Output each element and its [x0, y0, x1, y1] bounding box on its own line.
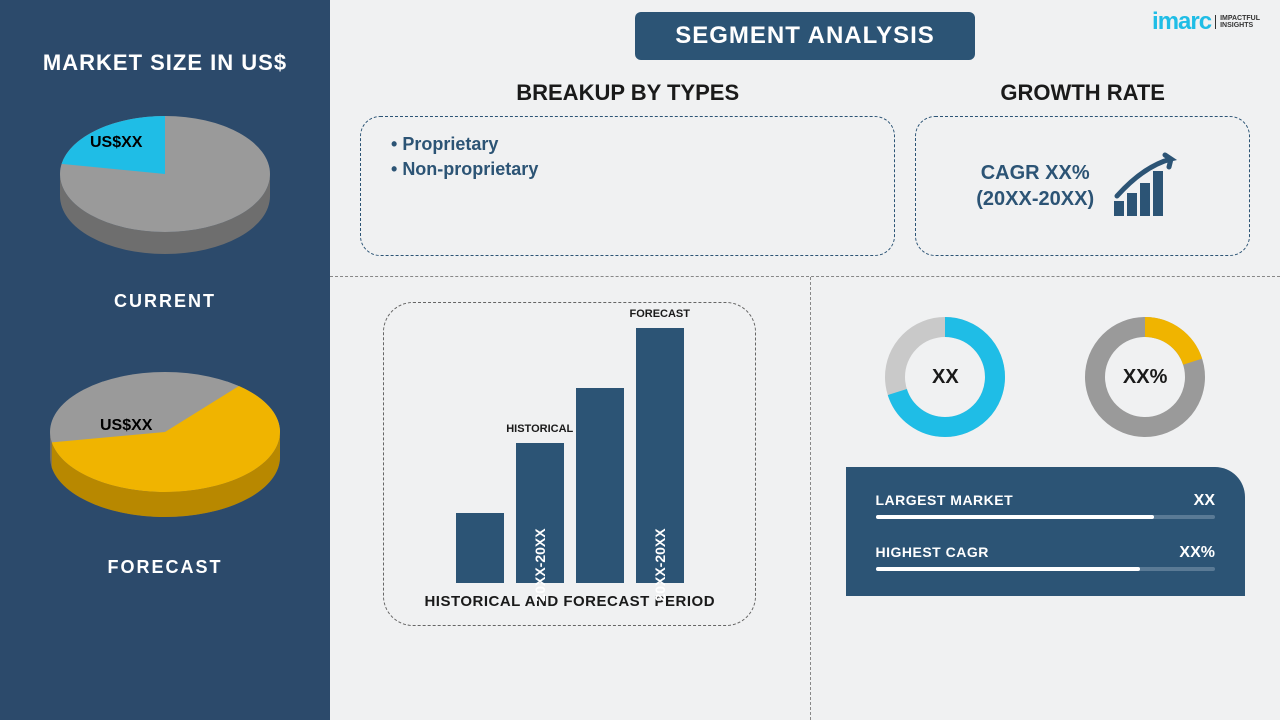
historical-panel: HISTORICAL20XX-20XX FORECAST20XX-20XX HIS… — [330, 277, 811, 720]
growth-box: CAGR XX% (20XX-20XX) — [915, 116, 1250, 256]
donut-chart: XX% — [1085, 317, 1205, 437]
info-label: LARGEST MARKET — [876, 492, 1014, 508]
info-label: HIGHEST CAGR — [876, 544, 989, 560]
historical-box: HISTORICAL20XX-20XX FORECAST20XX-20XX HIS… — [383, 302, 756, 626]
donut-row: XX XX% — [846, 317, 1246, 437]
bar — [576, 388, 624, 583]
logo: imarc IMPACTFUL INSIGHTS — [1152, 8, 1260, 36]
bar-chart: HISTORICAL20XX-20XX FORECAST20XX-20XX — [456, 323, 684, 583]
breakup-box: ProprietaryNon-proprietary — [360, 116, 895, 256]
types-list: ProprietaryNon-proprietary — [391, 132, 864, 182]
row-bottom: HISTORICAL20XX-20XX FORECAST20XX-20XX HIS… — [330, 277, 1280, 720]
historical-caption: HISTORICAL AND FORECAST PERIOD — [424, 593, 715, 610]
donut-chart: XX — [885, 317, 1005, 437]
pie-forecast: US$XX — [40, 362, 290, 537]
info-value: XX% — [1179, 544, 1215, 562]
bar: FORECAST20XX-20XX — [636, 328, 684, 583]
growth-heading: GROWTH RATE — [915, 80, 1250, 106]
pie-current: US$XX — [50, 106, 280, 271]
type-item: Non-proprietary — [391, 157, 864, 182]
donut-value: XX% — [1123, 366, 1167, 389]
bar: HISTORICAL20XX-20XX — [516, 443, 564, 583]
sidebar: MARKET SIZE IN US$ US$XX CURRENT US$XX F… — [0, 0, 330, 720]
info-bar — [876, 515, 1216, 519]
info-card: LARGEST MARKET XX HIGHEST CAGR XX% — [846, 467, 1246, 596]
bar-arrow-icon — [1109, 151, 1189, 221]
info-value: XX — [1194, 492, 1215, 510]
pie-current-block: US$XX CURRENT — [50, 106, 280, 312]
logo-text: imarc — [1152, 8, 1211, 36]
pie-forecast-block: US$XX FORECAST — [40, 362, 290, 578]
breakup-heading: BREAKUP BY TYPES — [360, 80, 895, 106]
pie-forecast-value: US$XX — [100, 417, 152, 435]
cagr-text: CAGR XX% (20XX-20XX) — [976, 160, 1094, 212]
page-title: SEGMENT ANALYSIS — [635, 12, 975, 60]
pie-forecast-label: FORECAST — [108, 557, 223, 578]
breakup-section: BREAKUP BY TYPES ProprietaryNon-propriet… — [360, 80, 895, 256]
pie-current-value: US$XX — [90, 134, 142, 152]
pie-current-label: CURRENT — [114, 291, 216, 312]
info-row: HIGHEST CAGR XX% — [876, 544, 1216, 571]
sidebar-title: MARKET SIZE IN US$ — [43, 50, 287, 76]
bar — [456, 513, 504, 583]
logo-sub: IMPACTFUL INSIGHTS — [1215, 15, 1260, 29]
info-row: LARGEST MARKET XX — [876, 492, 1216, 519]
type-item: Proprietary — [391, 132, 864, 157]
donut-value: XX — [932, 366, 959, 389]
growth-section: GROWTH RATE CAGR XX% (20XX-20XX) — [915, 80, 1250, 256]
main-area: imarc IMPACTFUL INSIGHTS SEGMENT ANALYSI… — [330, 0, 1280, 720]
row-top: BREAKUP BY TYPES ProprietaryNon-propriet… — [330, 80, 1280, 277]
info-bar — [876, 567, 1216, 571]
stats-panel: XX XX% LARGEST MARKET XX HIGHEST CAGR XX% — [811, 277, 1280, 720]
